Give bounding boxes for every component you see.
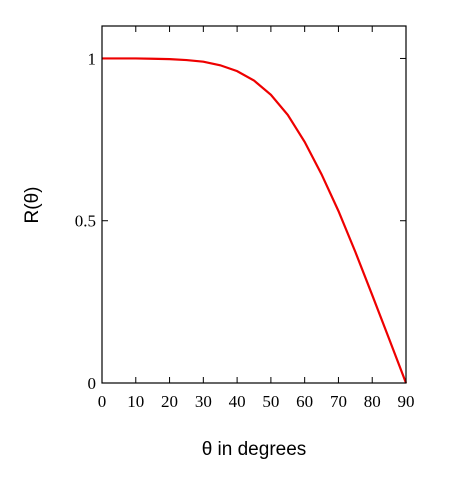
x-axis-title: θ in degrees [202, 439, 307, 460]
x-tick-label: 50 [262, 392, 279, 411]
x-tick-label: 80 [364, 392, 381, 411]
x-tick-label: 90 [398, 392, 415, 411]
y-tick-label: 0 [88, 374, 97, 393]
x-tick-label: 60 [296, 392, 313, 411]
series-layer [102, 57, 408, 384]
x-tick-label: 70 [330, 392, 347, 411]
plot-frame [101, 25, 407, 384]
x-tick-label: 40 [229, 392, 246, 411]
x-tick-label: 10 [127, 392, 144, 411]
labels-layer: 0 10 20 30 40 50 60 70 80 90 0 0.5 1 [75, 49, 415, 411]
y-axis-title: R(θ) [22, 187, 43, 224]
x-tick-label: 20 [161, 392, 178, 411]
x-tick-label: 30 [195, 392, 212, 411]
y-tick-label: 1 [88, 49, 97, 68]
series-line [102, 57, 408, 384]
x-tick-label: 0 [98, 392, 107, 411]
y-tick-label: 0.5 [75, 212, 96, 231]
